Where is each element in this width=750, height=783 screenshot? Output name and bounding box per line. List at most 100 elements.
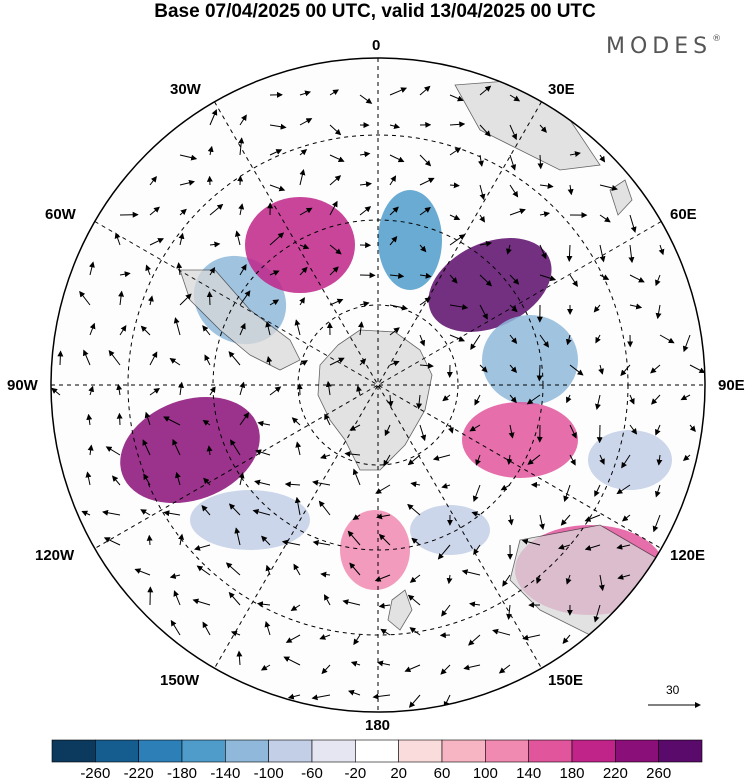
wind-vector: [407, 503, 421, 516]
wind-vector: [143, 473, 151, 486]
wind-vector: [507, 514, 514, 526]
wind-vector: [437, 544, 451, 560]
colorbar-tick-label: -140: [210, 765, 241, 782]
wind-vector: [565, 574, 572, 585]
wind-vector: [312, 539, 331, 546]
wind-vector: [116, 412, 123, 426]
meridian-label-90w: 90W: [7, 377, 38, 394]
anomaly-cell: [588, 430, 672, 490]
wind-vector: [598, 574, 605, 592]
wind-vector: [146, 534, 153, 546]
wind-vector: [560, 514, 571, 526]
wind-vector: [463, 664, 481, 671]
wind-vector: [621, 514, 631, 522]
wind-vector: [261, 535, 271, 546]
wind-vector: [209, 386, 216, 396]
wind-vector: [204, 354, 211, 366]
map-boundary: [50, 57, 706, 713]
wind-vector: [376, 513, 391, 520]
wind-vector: [566, 394, 572, 404]
wind-vector: [320, 571, 331, 578]
wind-vector: [324, 413, 331, 426]
wind-vector: [89, 322, 96, 336]
meridian-label-120w: 120W: [35, 547, 75, 564]
wind-vector: [509, 184, 519, 198]
wind-vector: [118, 290, 125, 306]
wind-vector: [356, 385, 362, 396]
wind-vector: [238, 137, 245, 156]
antarctica-landmass: [317, 329, 433, 471]
wind-vector: [446, 574, 453, 585]
wind-vector: [409, 574, 421, 583]
wind-vector: [149, 387, 161, 396]
meridian-label-180: 180: [365, 717, 391, 734]
wind-vector: [404, 664, 421, 673]
wind-vector: [419, 424, 427, 442]
wind-vector: [594, 484, 601, 497]
wind-vector: [449, 94, 464, 102]
wind-vector: [178, 381, 184, 396]
wind-vector: [441, 604, 451, 617]
wind-vector: [294, 319, 301, 336]
wind-vector: [145, 264, 152, 276]
wind-vector: [376, 660, 391, 667]
new-zealand-landmass: [387, 589, 413, 631]
wind-vector: [299, 207, 313, 216]
wind-vector: [387, 394, 394, 408]
wind-vector: [293, 563, 301, 576]
wind-vector: [469, 424, 481, 432]
wind-vector: [172, 438, 181, 456]
wind-vector: [299, 90, 312, 97]
wind-vector: [329, 154, 345, 162]
wind-vector: [102, 509, 121, 516]
wind-vector: [149, 351, 158, 366]
wind-vector: [234, 230, 241, 246]
wind-vector: [329, 175, 342, 186]
wind-vector: [296, 383, 303, 396]
wind-vector: [407, 454, 421, 466]
wind-vector: [352, 468, 361, 486]
colorbar-swatch: [268, 739, 313, 763]
wind-vector: [108, 349, 121, 366]
brand-logo: MODES®: [606, 34, 722, 59]
wind-vector: [526, 394, 541, 405]
meridian-label-150e: 150E: [548, 672, 584, 689]
wind-vector: [474, 394, 481, 406]
wind-vector: [291, 417, 301, 426]
wind-vector: [320, 453, 331, 460]
wind-vector: [449, 234, 466, 246]
wind-vector: [284, 481, 301, 488]
wind-vector: [324, 594, 331, 606]
colorbar-swatch: [528, 739, 573, 763]
wind-vector: [290, 604, 301, 611]
wind-vector: [449, 121, 466, 128]
wind-vector: [239, 322, 246, 336]
wind-vector: [147, 295, 154, 306]
wind-vector: [509, 274, 520, 285]
wind-vector: [654, 484, 661, 498]
wind-vector: [103, 537, 121, 546]
wind-vector: [655, 274, 661, 287]
wind-vector: [206, 445, 213, 456]
wind-vector: [265, 564, 272, 576]
wind-vector: [254, 479, 271, 486]
colorbar-tick-label: -60: [301, 765, 323, 782]
wind-vector: [149, 206, 160, 216]
wind-vector: [472, 484, 481, 503]
wind-vector: [419, 244, 427, 253]
wind-vector: [389, 175, 397, 186]
wind-vector: [57, 350, 64, 366]
wind-vector: [142, 439, 151, 456]
wind-vector: [234, 527, 241, 546]
wind-vector: [650, 364, 661, 374]
wind-vector: [239, 412, 250, 426]
wind-vector: [228, 503, 241, 516]
wind-vector: [539, 211, 551, 218]
colorbar-swatch: [225, 739, 269, 763]
wind-vector: [295, 441, 302, 456]
wind-vector: [629, 394, 635, 405]
wind-vector: [202, 325, 211, 336]
wind-vector: [372, 693, 391, 700]
wind-vector: [179, 293, 192, 306]
wind-vector: [299, 118, 313, 126]
